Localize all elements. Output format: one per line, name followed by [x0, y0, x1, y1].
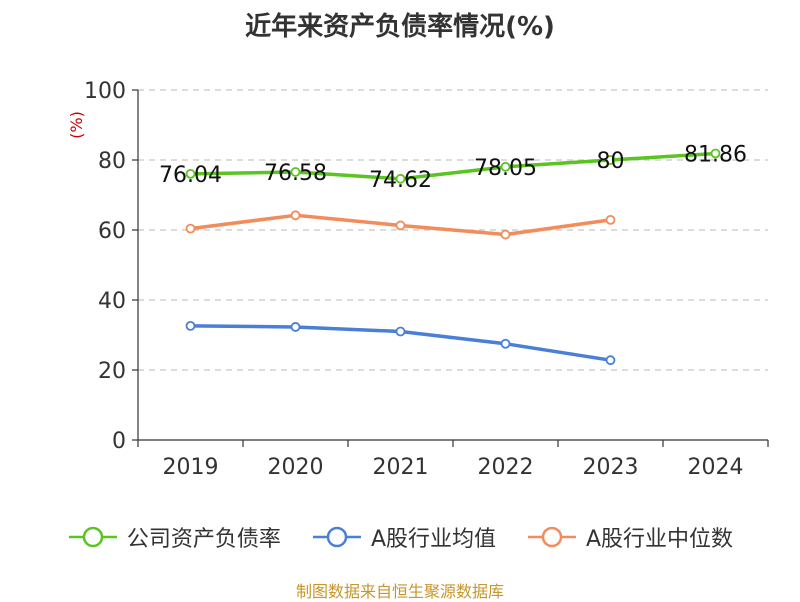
series-2-point-2023	[607, 216, 615, 224]
y-axis-unit-label: (%)	[67, 111, 86, 139]
x-tick-label-2019: 2019	[163, 455, 219, 480]
data-label-2021: 74.62	[369, 168, 432, 193]
axes: 0 20 40 60 80 100 2019 2020 2021 2022 2023 2024 (%)	[67, 79, 768, 480]
legend-marker-icon	[526, 523, 578, 551]
legend-marker-circle	[543, 528, 561, 546]
legend-label: A股行业均值	[371, 521, 496, 553]
legend-marker-circle	[84, 528, 102, 546]
y-tick-label-100: 100	[84, 79, 126, 104]
data-labels: 76.04 76.58 74.62 78.05 80 81.86	[159, 142, 747, 192]
series-1-point-2022	[502, 340, 510, 348]
data-label-2022: 78.05	[474, 156, 537, 181]
source-footer: 制图数据来自恒生聚源数据库	[0, 578, 800, 602]
x-tick-label-2022: 2022	[478, 455, 534, 480]
x-tick-label-2024: 2024	[688, 455, 744, 480]
series-2-point-2021	[397, 221, 405, 229]
legend-marker-icon	[311, 523, 363, 551]
x-tick-label-2021: 2021	[373, 455, 429, 480]
legend: 公司资产负债率 A股行业均值 A股行业中位数	[0, 517, 800, 557]
x-tick-label-2023: 2023	[583, 455, 639, 480]
y-tick-label-80: 80	[98, 149, 126, 174]
line-chart: 0204060801002019 2020 2021 2022 2023 2024(%) …	[0, 0, 800, 600]
legend-marker-circle	[328, 528, 346, 546]
data-label-2024: 81.86	[684, 142, 747, 167]
legend-item-2[interactable]: A股行业中位数	[526, 521, 733, 553]
series-2-point-2022	[502, 231, 510, 239]
legend-label: A股行业中位数	[586, 521, 733, 553]
x-tick-label-2020: 2020	[268, 455, 324, 480]
y-tick-label-60: 60	[98, 219, 126, 244]
series-2-point-2019	[187, 225, 195, 233]
data-label-2020: 76.58	[264, 161, 327, 186]
series-1-point-2021	[397, 328, 405, 336]
legend-label: 公司资产负债率	[127, 521, 281, 553]
data-label-2023: 80	[597, 149, 625, 174]
series-2-point-2020	[292, 211, 300, 219]
y-tick-label-40: 40	[98, 289, 126, 314]
legend-marker-icon	[67, 523, 119, 551]
series-1-point-2023	[607, 356, 615, 364]
data-label-2019: 76.04	[159, 163, 222, 188]
legend-item-1[interactable]: A股行业均值	[311, 521, 496, 553]
series-1-point-2019	[187, 322, 195, 330]
y-tick-label-0: 0	[112, 429, 126, 454]
legend-item-0[interactable]: 公司资产负债率	[67, 521, 281, 553]
series-1-point-2020	[292, 323, 300, 331]
y-tick-label-20: 20	[98, 359, 126, 384]
